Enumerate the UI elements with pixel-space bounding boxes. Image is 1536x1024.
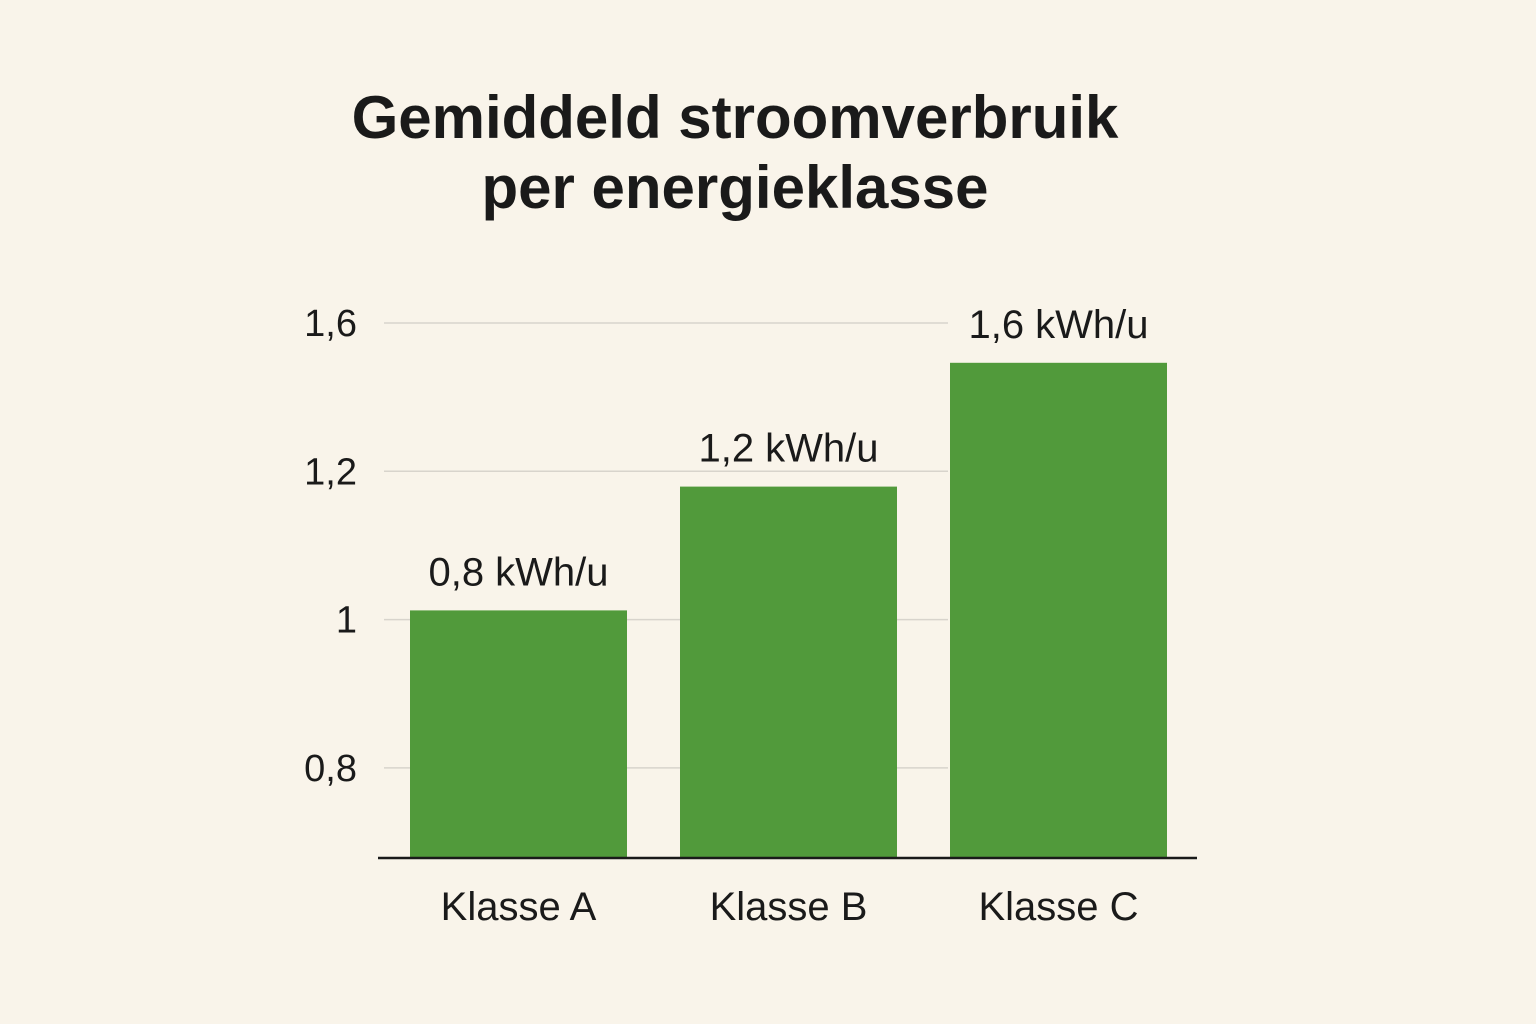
bar-klasse-c [950, 362, 1167, 858]
x-axis-tick-labels: Klasse A Klasse B Klasse C [441, 885, 1139, 929]
y-axis-tick-labels: 1,6 1,2 1 0,8 [304, 303, 357, 790]
x-tick-label-klasse-c: Klasse C [978, 885, 1138, 929]
y-tick-label-1-6: 1,6 [304, 303, 357, 345]
chart-title: Gemiddeld stroomverbruik per energieklas… [351, 84, 1119, 221]
bar-klasse-b [680, 486, 897, 858]
bar-klasse-a [410, 610, 627, 858]
data-label-klasse-a: 0,8 kWh/u [428, 550, 608, 594]
data-labels: 0,8 kWh/u 1,2 kWh/u 1,6 kWh/u [428, 303, 1148, 595]
data-label-klasse-c: 1,6 kWh/u [968, 303, 1148, 347]
y-tick-label-1-2: 1,2 [304, 451, 357, 493]
x-tick-label-klasse-b: Klasse B [710, 885, 868, 929]
y-tick-label-0-8: 0,8 [304, 748, 357, 790]
data-label-klasse-b: 1,2 kWh/u [698, 427, 878, 471]
x-tick-label-klasse-a: Klasse A [441, 885, 597, 929]
y-tick-label-1: 1 [336, 600, 357, 642]
bars [410, 362, 1167, 858]
